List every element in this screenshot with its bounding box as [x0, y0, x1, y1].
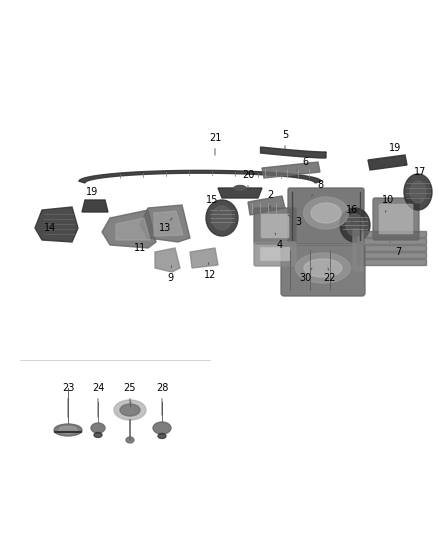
- Polygon shape: [79, 171, 321, 183]
- Text: 22: 22: [324, 268, 336, 283]
- Ellipse shape: [234, 185, 246, 190]
- Text: 2: 2: [267, 190, 273, 208]
- FancyBboxPatch shape: [357, 260, 427, 265]
- Ellipse shape: [158, 433, 166, 439]
- Ellipse shape: [120, 404, 140, 416]
- Polygon shape: [35, 207, 78, 242]
- Text: 19: 19: [86, 187, 98, 203]
- Ellipse shape: [91, 423, 105, 433]
- Polygon shape: [116, 218, 150, 240]
- FancyBboxPatch shape: [254, 242, 296, 266]
- Text: 16: 16: [346, 205, 358, 222]
- Polygon shape: [218, 188, 262, 198]
- Ellipse shape: [304, 259, 342, 277]
- Ellipse shape: [410, 181, 426, 203]
- Polygon shape: [102, 210, 156, 248]
- FancyBboxPatch shape: [357, 246, 427, 252]
- Ellipse shape: [340, 208, 370, 242]
- Text: 25: 25: [124, 383, 136, 402]
- Ellipse shape: [212, 206, 232, 230]
- Polygon shape: [248, 196, 285, 215]
- FancyBboxPatch shape: [254, 208, 296, 244]
- Text: 4: 4: [275, 233, 283, 250]
- Polygon shape: [262, 162, 320, 178]
- Polygon shape: [82, 200, 108, 212]
- FancyBboxPatch shape: [288, 188, 364, 244]
- FancyBboxPatch shape: [357, 253, 427, 259]
- FancyBboxPatch shape: [281, 245, 365, 296]
- Text: 9: 9: [167, 266, 173, 283]
- FancyBboxPatch shape: [261, 214, 289, 238]
- Ellipse shape: [153, 422, 171, 434]
- Text: 11: 11: [134, 238, 148, 253]
- Text: 10: 10: [382, 195, 394, 212]
- Text: 6: 6: [297, 157, 308, 170]
- FancyBboxPatch shape: [357, 231, 427, 238]
- Text: 14: 14: [44, 222, 62, 233]
- Ellipse shape: [54, 424, 82, 436]
- FancyBboxPatch shape: [260, 247, 290, 261]
- Ellipse shape: [346, 214, 364, 236]
- Text: 30: 30: [299, 268, 312, 283]
- Text: 28: 28: [156, 383, 168, 415]
- Polygon shape: [261, 147, 326, 158]
- Text: 24: 24: [92, 383, 104, 417]
- Polygon shape: [190, 248, 218, 268]
- Text: 3: 3: [288, 215, 301, 227]
- Text: 20: 20: [242, 170, 254, 187]
- Ellipse shape: [304, 197, 349, 229]
- Ellipse shape: [114, 400, 146, 420]
- Ellipse shape: [59, 426, 77, 433]
- Text: 17: 17: [414, 167, 426, 182]
- Text: 13: 13: [159, 218, 172, 233]
- Ellipse shape: [206, 200, 238, 236]
- FancyBboxPatch shape: [357, 238, 427, 245]
- Text: 8: 8: [312, 180, 323, 196]
- Polygon shape: [140, 205, 190, 242]
- Text: 23: 23: [62, 383, 74, 417]
- Text: 19: 19: [389, 143, 401, 159]
- Text: 5: 5: [282, 130, 288, 149]
- Ellipse shape: [311, 203, 341, 223]
- Polygon shape: [368, 155, 407, 170]
- FancyBboxPatch shape: [353, 229, 363, 271]
- Ellipse shape: [126, 437, 134, 443]
- Text: 21: 21: [209, 133, 221, 155]
- Polygon shape: [155, 248, 180, 272]
- FancyBboxPatch shape: [379, 204, 413, 234]
- Ellipse shape: [94, 432, 102, 438]
- Text: 7: 7: [390, 242, 401, 257]
- FancyBboxPatch shape: [373, 198, 419, 240]
- Polygon shape: [154, 211, 183, 236]
- Ellipse shape: [404, 174, 432, 210]
- Ellipse shape: [296, 253, 350, 283]
- Text: 12: 12: [204, 263, 216, 280]
- Text: 15: 15: [206, 195, 219, 211]
